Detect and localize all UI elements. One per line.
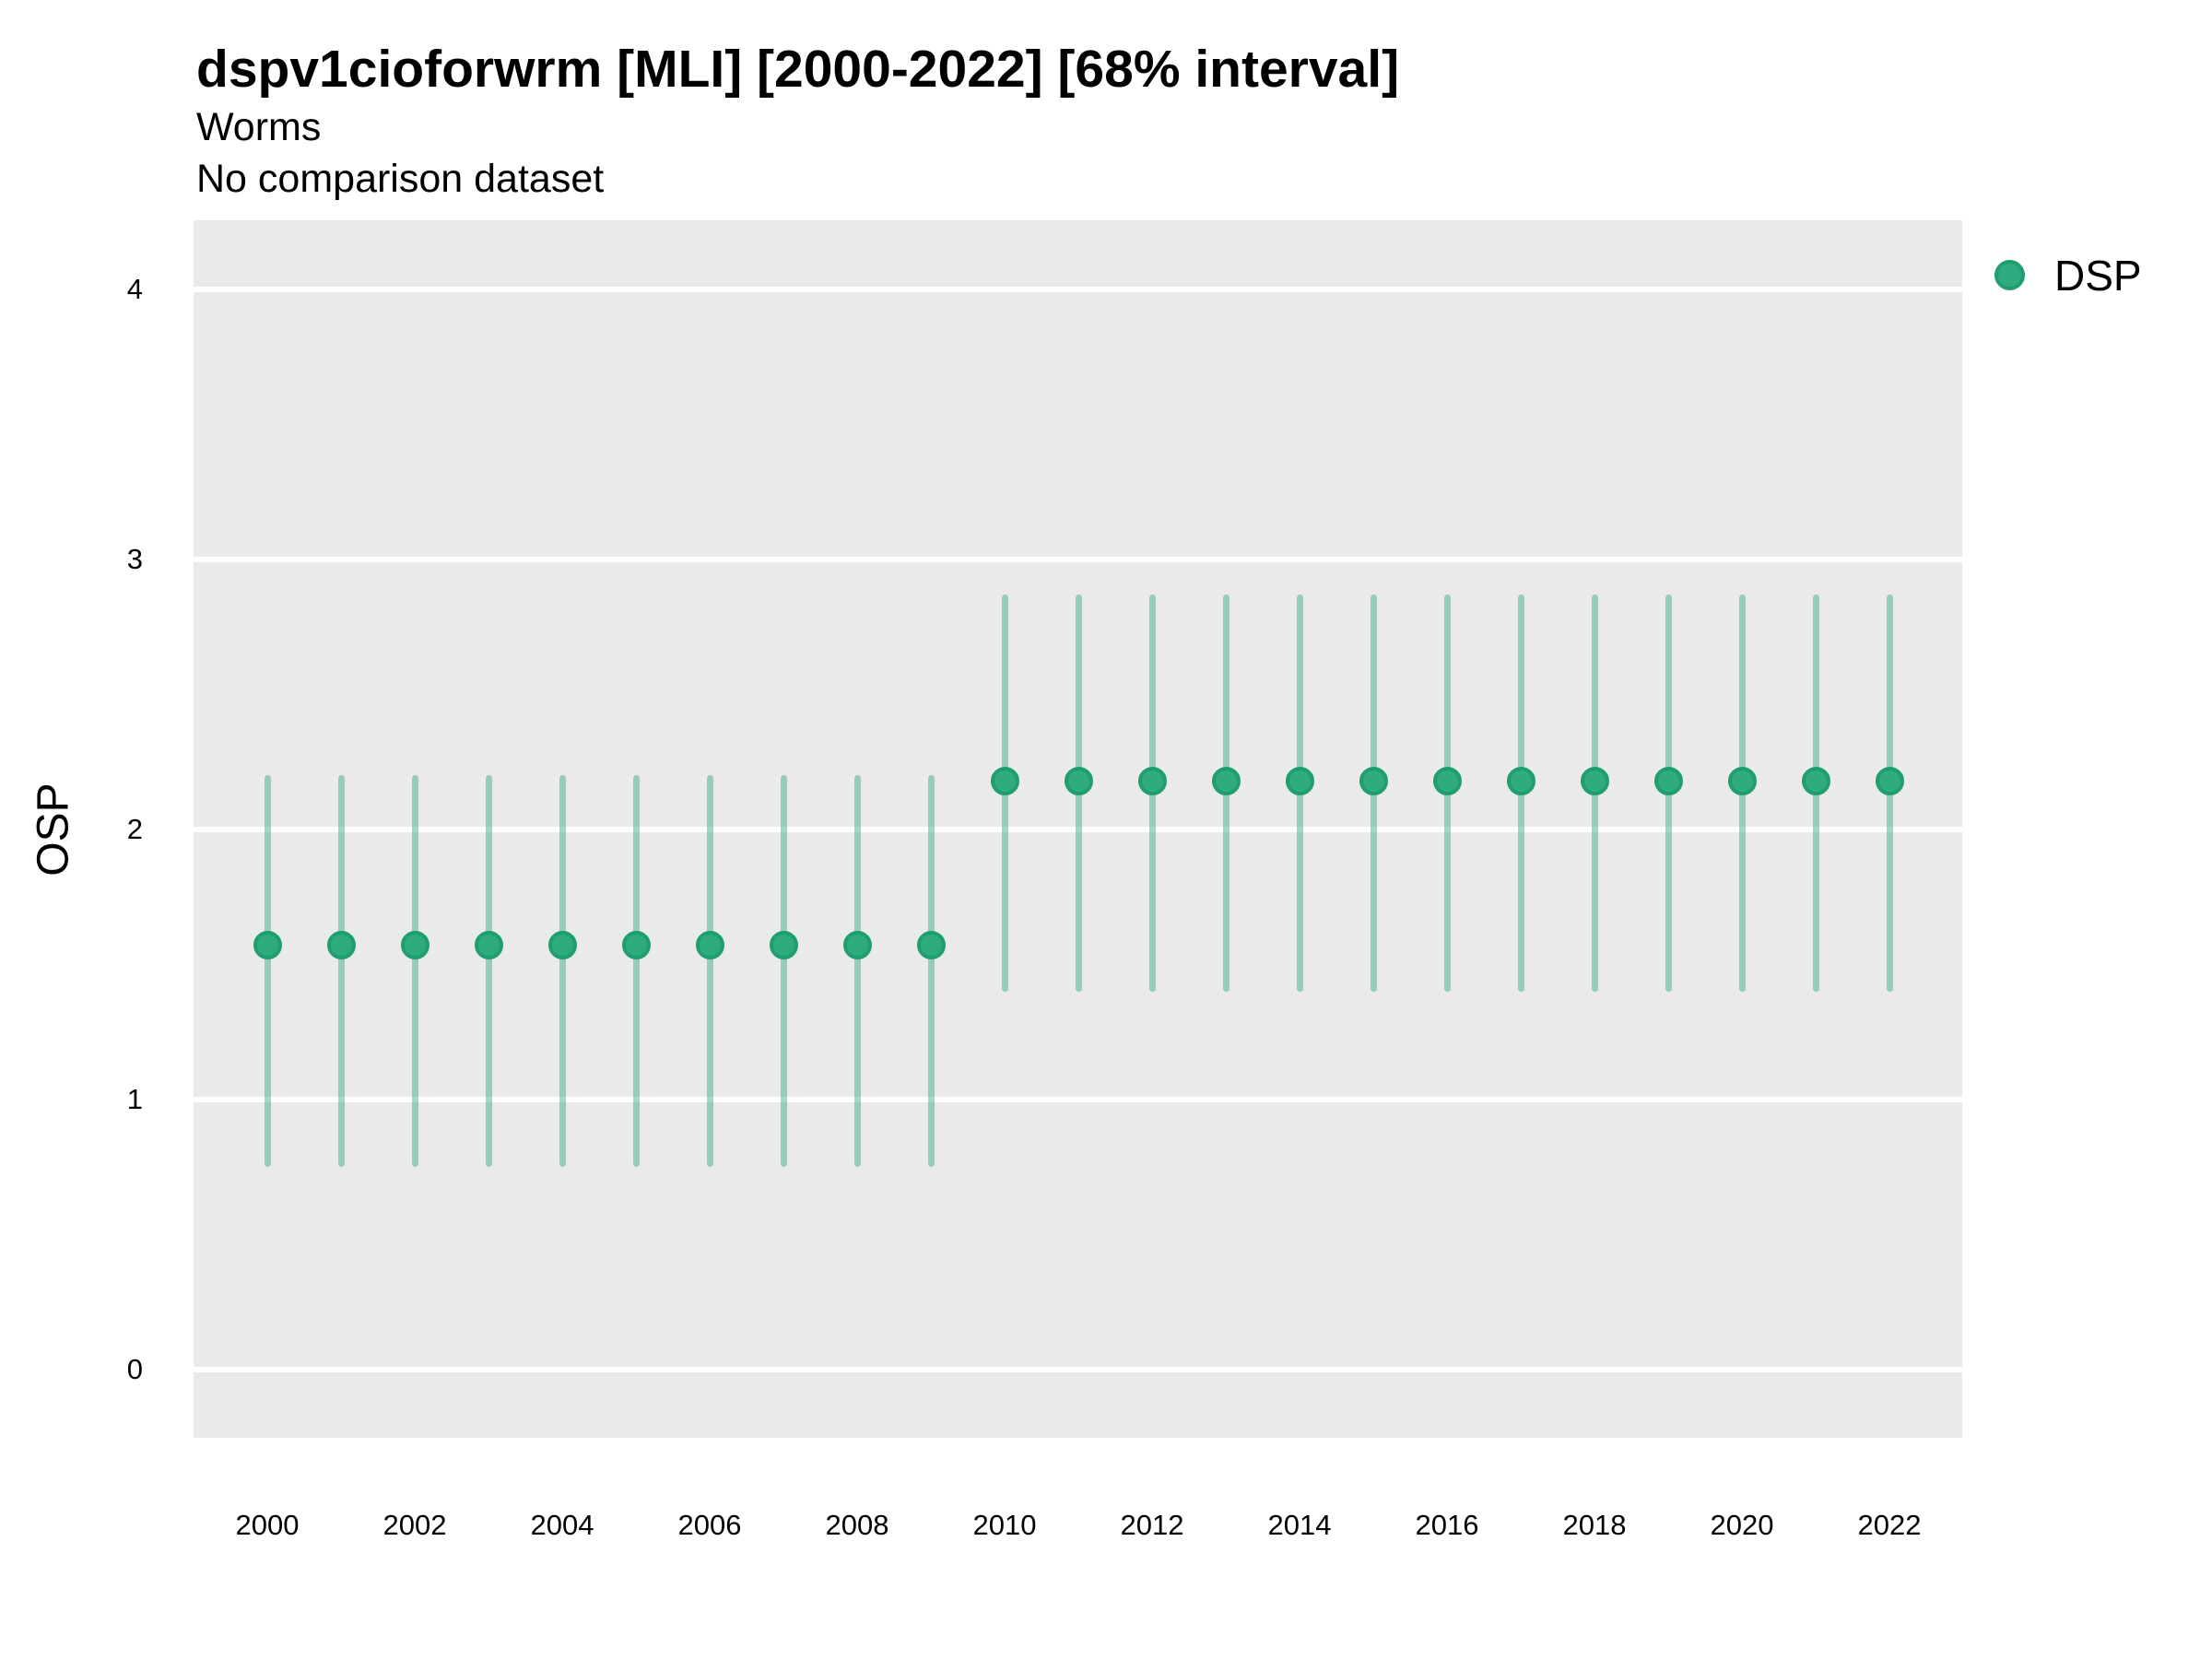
gridline-y-3: [194, 557, 1962, 562]
legend-label: DSP: [2054, 252, 2142, 300]
x-tick-label: 2016: [1415, 1509, 1479, 1541]
point-marker-2016: [1432, 766, 1462, 795]
interval-line-2002: [411, 775, 418, 1168]
legend-point-icon: [1994, 260, 2025, 290]
x-tick-label: 2006: [677, 1509, 742, 1541]
point-marker-2001: [326, 931, 356, 960]
point-marker-2011: [1064, 766, 1093, 795]
x-tick-label: 2008: [825, 1509, 889, 1541]
x-tick-label: 2014: [1267, 1509, 1332, 1541]
chart-note: No comparison dataset: [196, 157, 605, 201]
point-marker-2006: [695, 931, 724, 960]
point-marker-2017: [1506, 766, 1535, 795]
point-marker-2010: [990, 766, 1019, 795]
x-tick-label: 2002: [382, 1509, 447, 1541]
point-marker-2008: [842, 931, 872, 960]
gridline-y-0: [194, 1367, 1962, 1372]
point-marker-2022: [1875, 766, 1904, 795]
y-tick-label: 2: [126, 813, 143, 845]
gridline-y-4: [194, 287, 1962, 292]
gridline-y-1: [194, 1097, 1962, 1102]
y-tick-label: 1: [126, 1083, 143, 1115]
point-marker-2013: [1211, 766, 1241, 795]
interval-line-2005: [632, 775, 640, 1168]
point-marker-2012: [1137, 766, 1167, 795]
x-tick-label: 2012: [1120, 1509, 1184, 1541]
x-tick-label: 2022: [1857, 1509, 1922, 1541]
point-marker-2002: [400, 931, 429, 960]
interval-line-2001: [337, 775, 345, 1168]
gridline-y-2: [194, 827, 1962, 832]
interval-line-2007: [780, 775, 787, 1168]
interval-line-2000: [264, 775, 271, 1168]
point-marker-2014: [1285, 766, 1314, 795]
interval-line-2006: [706, 775, 713, 1168]
chart-title: dspv1cioforwrm [MLI] [2000-2022] [68% in…: [196, 40, 1400, 99]
chart-subtitle: Worms: [196, 105, 322, 149]
point-marker-2007: [769, 931, 798, 960]
interval-line-2008: [853, 775, 861, 1168]
y-tick-label: 4: [126, 273, 143, 305]
point-marker-2005: [621, 931, 651, 960]
point-marker-2009: [916, 931, 946, 960]
interval-line-2004: [559, 775, 566, 1168]
x-tick-label: 2018: [1562, 1509, 1627, 1541]
plot-panel: [194, 220, 1962, 1438]
x-tick-label: 2020: [1710, 1509, 1774, 1541]
point-marker-2021: [1801, 766, 1830, 795]
x-tick-label: 2004: [530, 1509, 594, 1541]
interval-line-2009: [927, 775, 935, 1168]
point-marker-2020: [1727, 766, 1757, 795]
interval-line-2003: [485, 775, 492, 1168]
x-tick-label: 2000: [235, 1509, 300, 1541]
point-marker-2004: [547, 931, 577, 960]
point-marker-2018: [1580, 766, 1609, 795]
y-tick-label: 3: [126, 543, 143, 575]
point-marker-2003: [474, 931, 503, 960]
point-marker-2015: [1359, 766, 1388, 795]
x-tick-label: 2010: [972, 1509, 1037, 1541]
point-marker-2000: [253, 931, 282, 960]
point-marker-2019: [1653, 766, 1683, 795]
y-tick-label: 0: [126, 1353, 143, 1385]
